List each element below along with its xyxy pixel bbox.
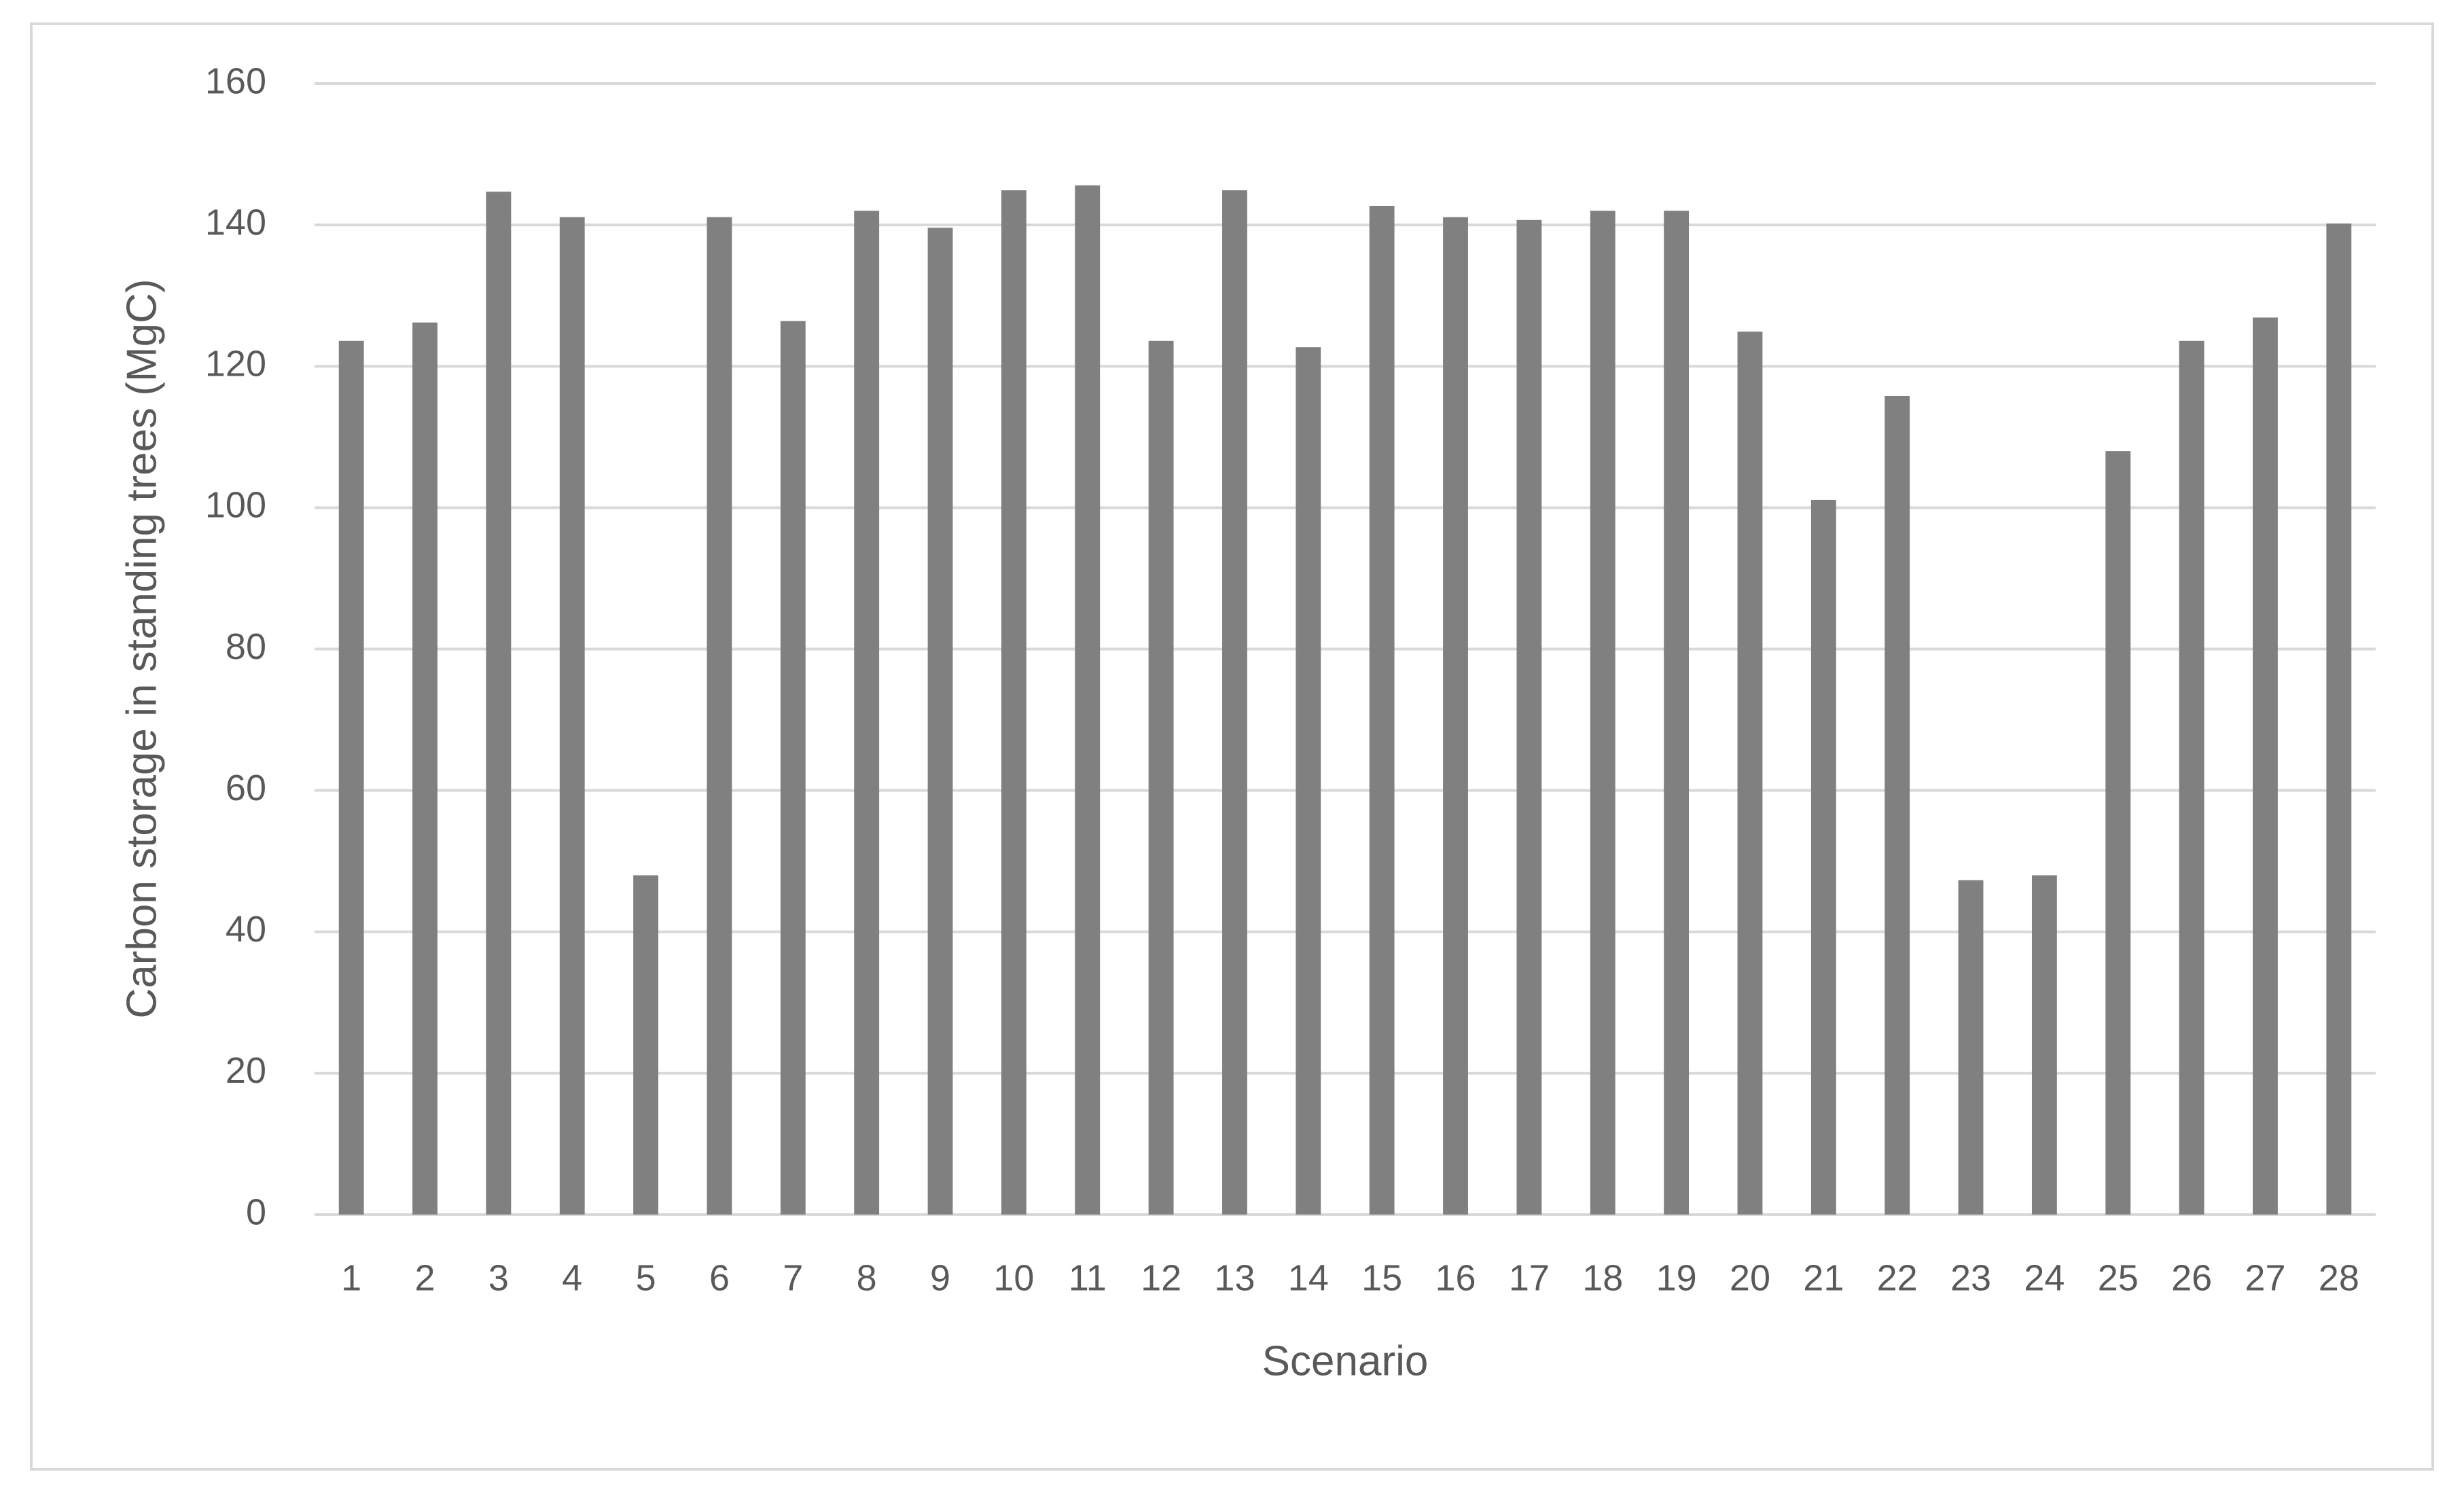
x-tick-label: 18 — [1582, 1257, 1623, 1298]
y-tick-label: 140 — [205, 202, 266, 243]
bar — [2326, 223, 2352, 1215]
x-tick-label: 6 — [709, 1257, 730, 1298]
x-tick-label: 25 — [2098, 1257, 2139, 1298]
bar — [707, 217, 732, 1215]
bar — [338, 340, 364, 1215]
bar — [1148, 340, 1174, 1215]
bar — [1737, 331, 1763, 1215]
x-tick-label: 7 — [783, 1257, 803, 1298]
x-tick-label: 4 — [562, 1257, 582, 1298]
bar — [1075, 185, 1101, 1215]
x-tick-label: 24 — [2024, 1257, 2065, 1298]
bar — [2105, 451, 2131, 1215]
bar — [412, 322, 438, 1215]
bar — [1222, 190, 1247, 1215]
bar — [559, 217, 585, 1215]
x-axis-title: Scenario — [1262, 1338, 1429, 1384]
x-tick-label: 23 — [1950, 1257, 1991, 1298]
x-tick-label: 1 — [341, 1257, 361, 1298]
y-tick-label: 60 — [226, 768, 266, 808]
bar — [1664, 211, 1690, 1215]
x-tick-label: 5 — [636, 1257, 656, 1298]
y-tick-label: 80 — [226, 626, 266, 667]
y-tick-label: 100 — [205, 485, 266, 526]
x-tick-label: 2 — [415, 1257, 435, 1298]
x-tick-label: 16 — [1435, 1257, 1476, 1298]
bar — [1369, 206, 1395, 1215]
x-tick-label: 9 — [930, 1257, 950, 1298]
x-tick-label: 8 — [857, 1257, 877, 1298]
x-tick-label: 28 — [2319, 1257, 2359, 1298]
x-tick-label: 19 — [1656, 1257, 1697, 1298]
y-tick-label: 0 — [246, 1191, 266, 1232]
bar — [633, 875, 659, 1215]
x-tick-label: 26 — [2171, 1257, 2212, 1298]
x-tick-label: 20 — [1730, 1257, 1770, 1298]
x-tick-label: 12 — [1141, 1257, 1181, 1298]
bar — [927, 228, 953, 1215]
y-tick-label: 160 — [205, 60, 266, 101]
x-tick-label: 21 — [1803, 1257, 1844, 1298]
y-axis-title: Carbon storage in standing trees (MgC) — [118, 279, 165, 1019]
x-tick-label: 13 — [1214, 1257, 1255, 1298]
y-tick-label: 40 — [226, 909, 266, 950]
bar — [1958, 880, 1984, 1215]
bar — [854, 211, 880, 1215]
x-tick-label: 27 — [2245, 1257, 2285, 1298]
x-tick-label: 22 — [1877, 1257, 1918, 1298]
bar — [1443, 217, 1468, 1215]
bar — [780, 321, 806, 1215]
bar — [1590, 211, 1615, 1215]
x-tick-label: 11 — [1069, 1257, 1107, 1298]
bar — [2179, 340, 2204, 1215]
bar — [2031, 875, 2057, 1215]
x-tick-label: 14 — [1288, 1257, 1329, 1298]
x-tick-label: 15 — [1361, 1257, 1402, 1298]
bar — [1885, 395, 1910, 1215]
x-tick-label: 17 — [1509, 1257, 1550, 1298]
y-tick-label: 20 — [226, 1050, 266, 1091]
bar — [1001, 190, 1026, 1215]
bar — [486, 192, 512, 1215]
bar — [2253, 317, 2278, 1215]
x-tick-label: 3 — [488, 1257, 509, 1298]
bar — [1516, 219, 1542, 1215]
y-tick-label: 120 — [205, 344, 266, 384]
bar — [1810, 499, 1836, 1215]
bar — [1296, 347, 1321, 1215]
x-tick-label: 10 — [993, 1257, 1034, 1298]
